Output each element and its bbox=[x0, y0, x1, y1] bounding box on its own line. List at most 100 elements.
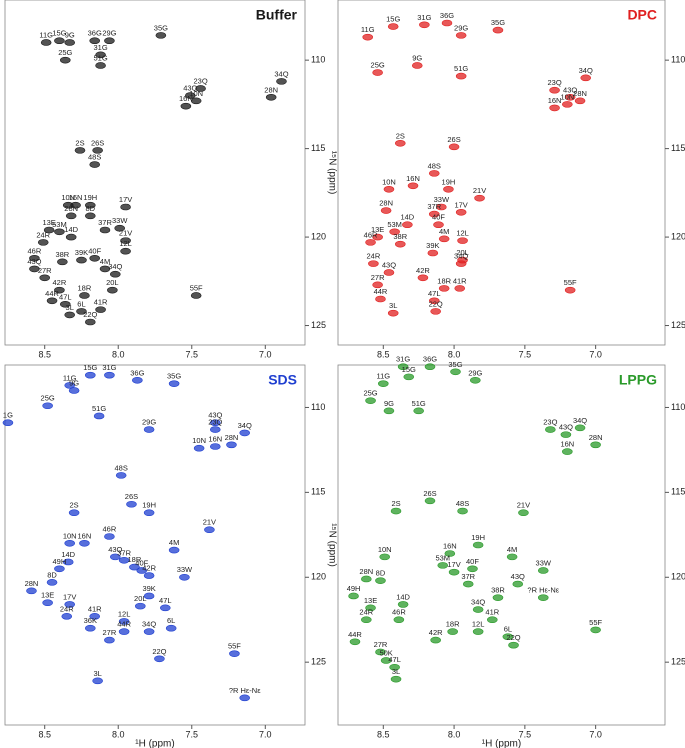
peak-label: 20L bbox=[106, 278, 119, 287]
x-tick-label: 8.0 bbox=[112, 729, 125, 739]
peak bbox=[390, 507, 402, 515]
peak-label: 20L bbox=[134, 594, 147, 603]
peak bbox=[470, 376, 481, 384]
peak-label: 53M bbox=[435, 553, 450, 562]
peak-label: 10N bbox=[560, 92, 574, 101]
peak-label: 38R bbox=[393, 232, 407, 241]
peak bbox=[180, 102, 192, 110]
peak-label: 10N bbox=[63, 531, 77, 540]
peak bbox=[537, 567, 549, 574]
x-tick-label: 7.0 bbox=[259, 349, 272, 359]
peak-label: 18R bbox=[446, 620, 460, 629]
peak-label: 21V bbox=[119, 229, 132, 238]
peak-label: 6L bbox=[504, 625, 512, 634]
peak-label: 28N bbox=[264, 85, 278, 94]
peak bbox=[132, 376, 143, 384]
peak bbox=[472, 606, 484, 613]
peak bbox=[40, 39, 52, 46]
peak bbox=[394, 240, 406, 248]
peak bbox=[403, 373, 415, 381]
peak-label: 49H bbox=[53, 557, 67, 566]
peak-label: 10N bbox=[61, 193, 75, 202]
peak bbox=[390, 675, 402, 683]
peak bbox=[65, 233, 77, 241]
peak-label: 11G bbox=[376, 372, 390, 381]
peak-label: 3L bbox=[392, 667, 400, 676]
peak-label: 6L bbox=[77, 299, 85, 308]
peak bbox=[436, 203, 447, 211]
peak-label: 10N bbox=[189, 89, 203, 98]
peak bbox=[104, 371, 115, 379]
peak bbox=[68, 509, 80, 517]
peak bbox=[190, 97, 202, 105]
peak-label: 28N bbox=[573, 89, 587, 98]
peak-label: 39K bbox=[142, 584, 155, 593]
peak-label: 18R bbox=[78, 283, 92, 292]
peak-label: 29G bbox=[142, 418, 156, 427]
peak-label: 22Q bbox=[152, 647, 166, 656]
peak-label: 15G bbox=[386, 15, 400, 24]
peak bbox=[54, 228, 65, 236]
peak-label: 34Q bbox=[238, 421, 252, 430]
peak bbox=[472, 628, 484, 635]
peak bbox=[428, 170, 440, 177]
peak-label: 10N bbox=[382, 177, 396, 186]
peak-label: 22Q bbox=[429, 299, 443, 308]
peak bbox=[428, 210, 440, 218]
peak-label: 46R bbox=[28, 246, 42, 255]
peak-label: 41R bbox=[88, 604, 102, 613]
peak-label: 21V bbox=[473, 186, 486, 195]
peak bbox=[549, 104, 560, 112]
peak bbox=[209, 419, 221, 427]
peak-label: 10N bbox=[192, 436, 206, 445]
peak bbox=[377, 380, 389, 387]
peak-label: 55F bbox=[564, 278, 577, 287]
x-axis-label: ¹H (ppm) bbox=[135, 739, 174, 748]
peak-label: 48S bbox=[114, 463, 127, 472]
peak bbox=[574, 97, 586, 105]
peak bbox=[383, 269, 395, 276]
peak-label: ?R Hε-Nε bbox=[229, 686, 261, 695]
y-tick-label: 115 bbox=[311, 487, 325, 497]
peak-label: 3L bbox=[93, 669, 101, 678]
peak-label: 51G bbox=[93, 53, 107, 62]
peak-label: 9G bbox=[69, 378, 79, 387]
y-tick-label: 125 bbox=[311, 657, 326, 667]
peak-label: 25G bbox=[371, 61, 385, 70]
peak bbox=[448, 568, 460, 576]
peak-label: 27R bbox=[103, 628, 117, 637]
peak-label: 41R bbox=[485, 608, 499, 617]
peak-label: 14D bbox=[61, 550, 75, 559]
peak bbox=[361, 575, 372, 583]
peak-label: 6L bbox=[167, 616, 175, 625]
panel-title: DPC bbox=[627, 7, 657, 23]
peak bbox=[84, 201, 96, 209]
peak bbox=[107, 286, 118, 294]
peak-label: 16N bbox=[443, 541, 457, 550]
peak-label: 48S bbox=[456, 499, 469, 508]
x-tick-label: 8.5 bbox=[38, 729, 51, 739]
plot-frame bbox=[4, 364, 306, 726]
peak bbox=[129, 563, 140, 571]
peak bbox=[380, 207, 392, 214]
peak-label: 2S bbox=[396, 131, 405, 140]
peak-label: 28N bbox=[64, 204, 78, 213]
peak-label: 33W bbox=[536, 558, 552, 567]
x-tick-label: 8.0 bbox=[448, 349, 461, 359]
peak-label: 43Q bbox=[511, 572, 525, 581]
peak bbox=[109, 553, 121, 561]
peak bbox=[474, 194, 485, 202]
peak bbox=[447, 628, 458, 635]
peak bbox=[455, 209, 467, 216]
peak bbox=[564, 94, 576, 101]
peak bbox=[104, 37, 115, 44]
peak-label: 16N bbox=[69, 193, 83, 202]
peak-label: 9G bbox=[65, 30, 75, 39]
peak bbox=[120, 247, 131, 255]
peak bbox=[444, 550, 456, 557]
peak-label: 26S bbox=[91, 138, 104, 147]
peak bbox=[42, 402, 53, 410]
x-tick-label: 7.5 bbox=[519, 349, 532, 359]
peak bbox=[95, 306, 106, 313]
peak-label: 51G bbox=[412, 399, 426, 408]
